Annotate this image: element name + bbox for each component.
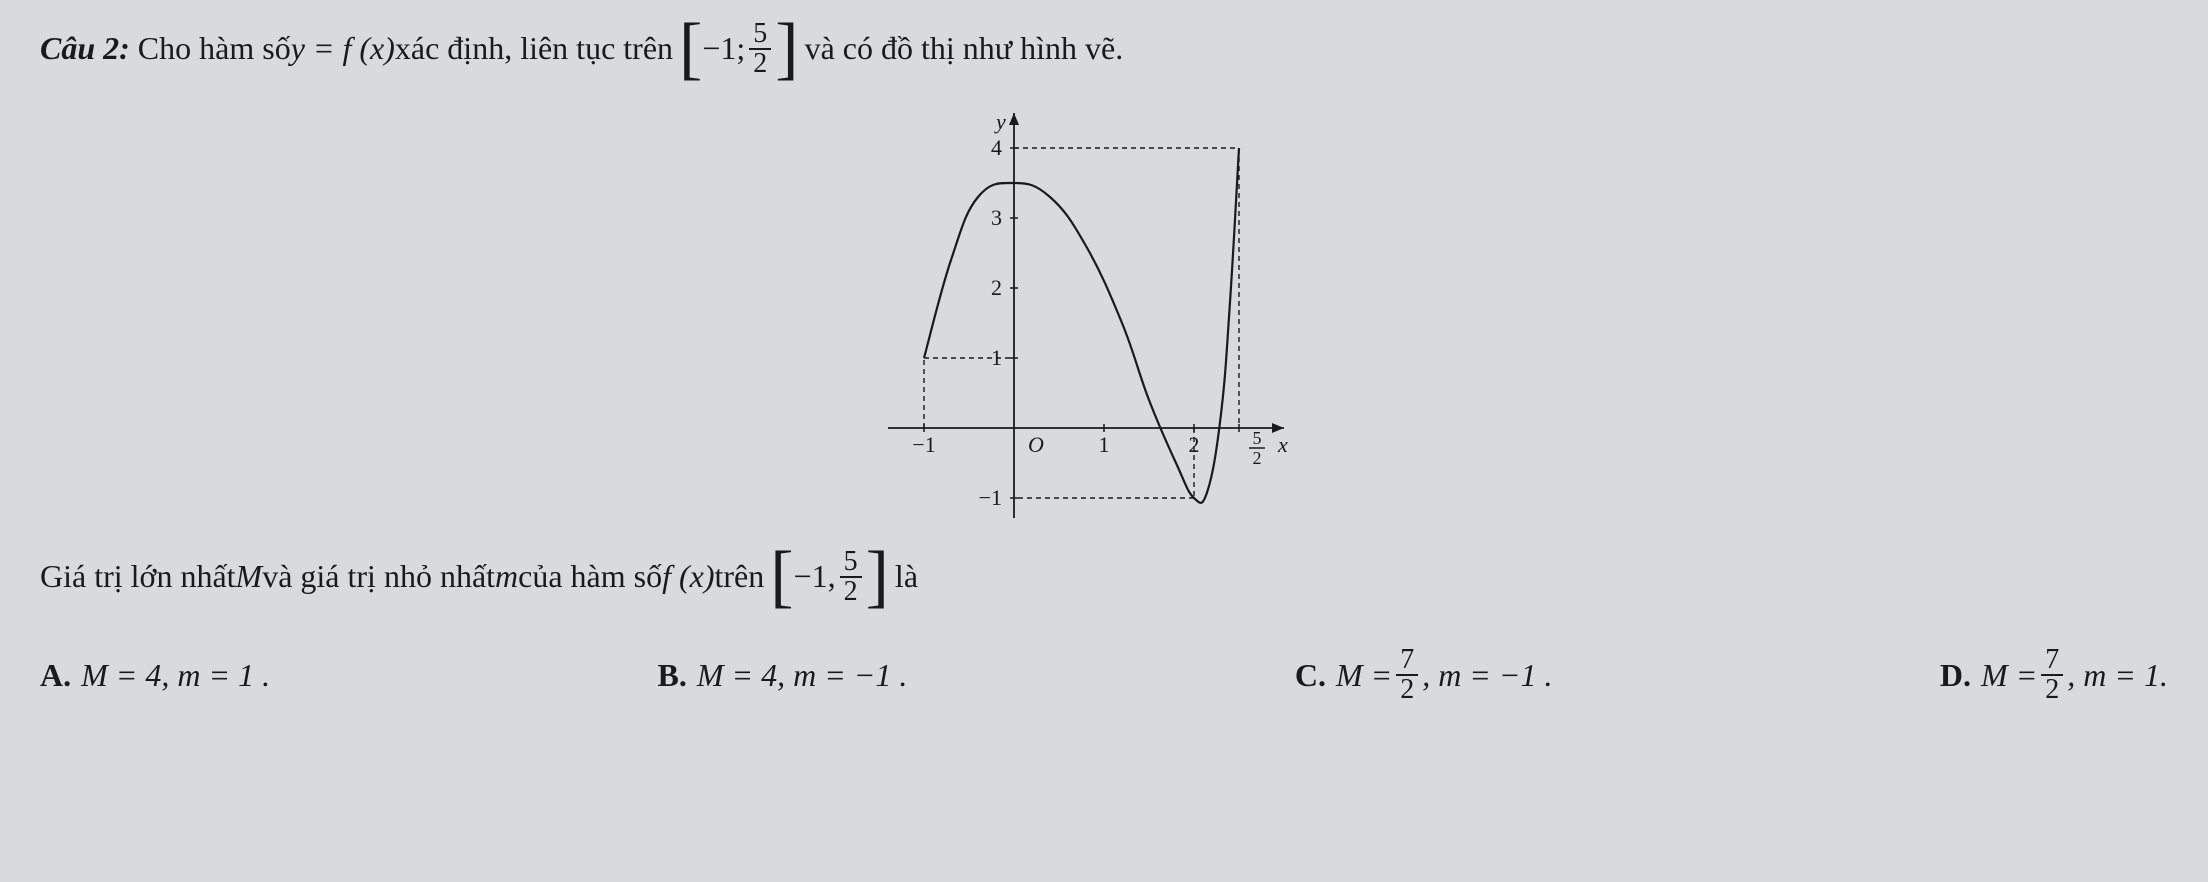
subtext-4: trên	[715, 551, 765, 602]
question-line: Câu 2: Cho hàm số y = f (x) xác định, li…	[40, 20, 2168, 78]
interval-frac-num: 5	[749, 20, 771, 50]
bracket-left-icon: [	[679, 21, 702, 77]
subtext-3: của hàm số	[518, 551, 662, 602]
svg-text:2: 2	[1253, 448, 1262, 468]
subtext-interval-left: −1,	[794, 551, 836, 602]
subtext-frac-den: 2	[840, 578, 862, 606]
option-c-frac-num: 7	[1396, 646, 1418, 676]
svg-text:2: 2	[991, 275, 1002, 300]
option-c-prefix: M =	[1336, 657, 1392, 694]
bracket-right-icon: ]	[775, 21, 798, 77]
question-text-3: và có đồ thị như hình vẽ.	[805, 23, 1124, 74]
svg-text:−1: −1	[912, 432, 935, 457]
option-d-fraction: 7 2	[2041, 646, 2063, 704]
question-text-1: Cho hàm số	[138, 23, 291, 74]
question-eq-1: y = f (x)	[291, 23, 395, 74]
question-text-2: xác định, liên tục trên	[395, 23, 673, 74]
graph-container: −11234−11252Oyx	[40, 98, 2168, 518]
interval-bracket: [ −1; 5 2 ]	[679, 20, 799, 78]
interval-fraction: 5 2	[749, 20, 771, 78]
subtext-frac-num: 5	[840, 548, 862, 578]
option-c[interactable]: C. M = 7 2 , m = −1 .	[1295, 646, 1553, 704]
option-b[interactable]: B. M = 4, m = −1 .	[658, 657, 908, 694]
option-c-fraction: 7 2	[1396, 646, 1418, 704]
svg-text:1: 1	[1099, 432, 1110, 457]
svg-text:y: y	[994, 109, 1006, 134]
svg-text:5: 5	[1253, 428, 1262, 448]
option-b-text: M = 4, m = −1 .	[697, 657, 908, 694]
function-graph: −11234−11252Oyx	[854, 98, 1354, 518]
option-a[interactable]: A. M = 4, m = 1 .	[40, 657, 270, 694]
subtext-line: Giá trị lớn nhất M và giá trị nhỏ nhất m…	[40, 548, 2168, 606]
svg-text:x: x	[1277, 432, 1288, 457]
question-label: Câu 2:	[40, 23, 130, 74]
subtext-M: M	[236, 551, 263, 602]
interval-frac-den: 2	[749, 50, 771, 78]
subtext-interval-fraction: 5 2	[840, 548, 862, 606]
option-c-label: C.	[1295, 657, 1326, 694]
option-a-text: M = 4, m = 1 .	[81, 657, 270, 694]
option-c-frac-den: 2	[1396, 676, 1418, 704]
option-d-label: D.	[1940, 657, 1971, 694]
option-c-suffix: , m = −1 .	[1422, 657, 1552, 694]
subtext-fx: f (x)	[662, 551, 714, 602]
option-a-label: A.	[40, 657, 71, 694]
subtext-interval: [ −1, 5 2 ]	[770, 548, 889, 606]
svg-text:1: 1	[991, 345, 1002, 370]
option-d-frac-den: 2	[2041, 676, 2063, 704]
option-d[interactable]: D. M = 7 2 , m = 1.	[1940, 646, 2168, 704]
svg-text:4: 4	[991, 135, 1002, 160]
options-row: A. M = 4, m = 1 . B. M = 4, m = −1 . C. …	[40, 646, 2168, 704]
svg-text:O: O	[1028, 432, 1044, 457]
subtext-2: và giá trị nhỏ nhất	[262, 551, 495, 602]
subtext-1: Giá trị lớn nhất	[40, 551, 236, 602]
bracket-right-icon: ]	[866, 549, 889, 605]
option-d-frac-num: 7	[2041, 646, 2063, 676]
svg-text:3: 3	[991, 205, 1002, 230]
subtext-m: m	[495, 551, 518, 602]
option-b-label: B.	[658, 657, 687, 694]
option-d-prefix: M =	[1981, 657, 2037, 694]
option-d-suffix: , m = 1.	[2067, 657, 2168, 694]
svg-text:2: 2	[1189, 432, 1200, 457]
interval-left: −1;	[702, 23, 745, 74]
subtext-5: là	[895, 551, 918, 602]
svg-text:−1: −1	[979, 485, 1002, 510]
bracket-left-icon: [	[770, 549, 793, 605]
